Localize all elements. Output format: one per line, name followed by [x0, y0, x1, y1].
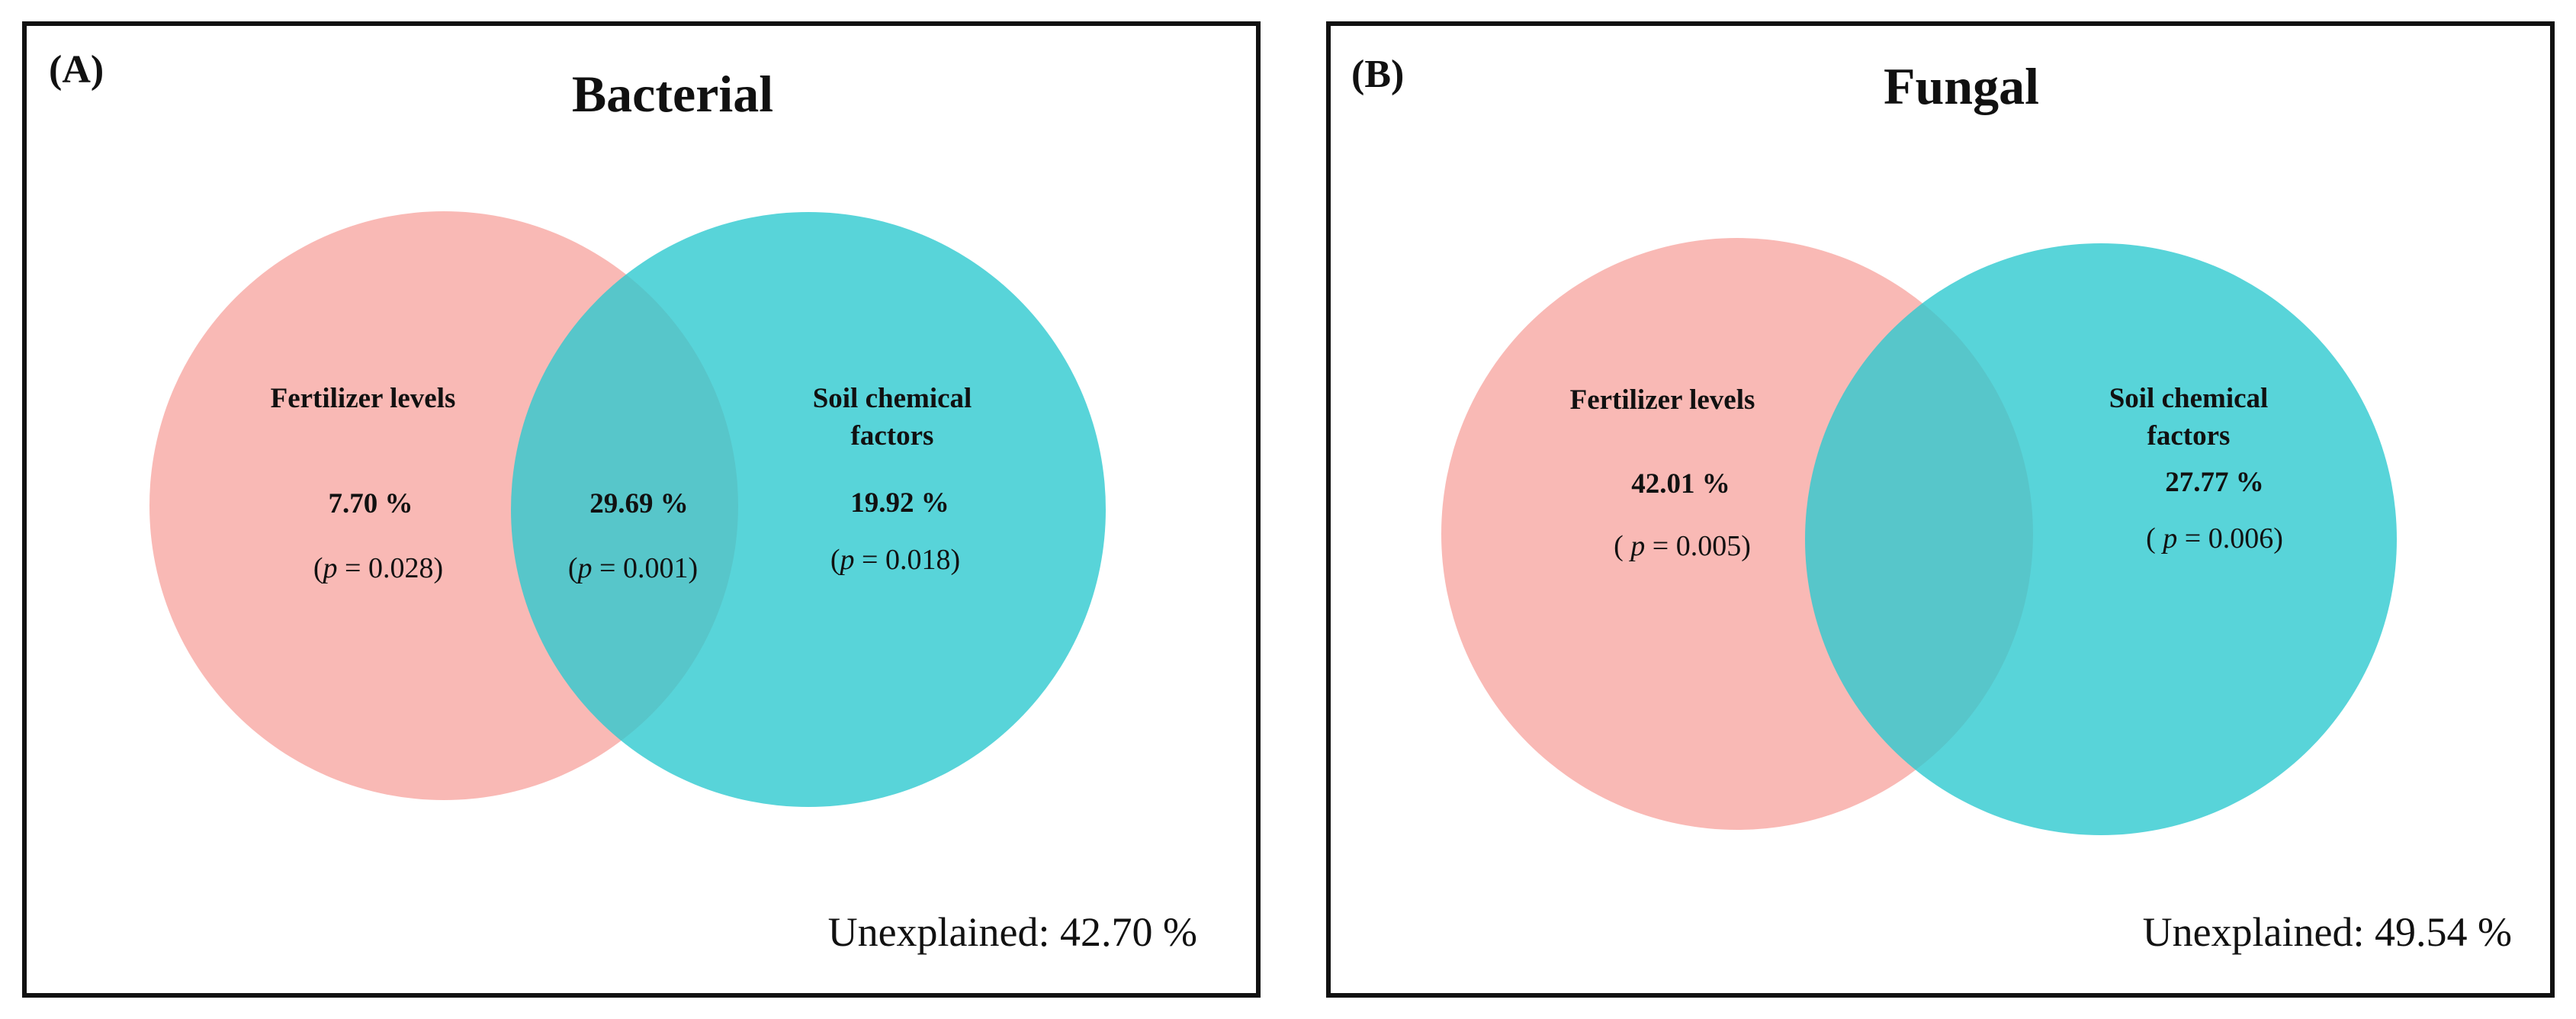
panel-b-soil-label-line1: Soil chemical	[2109, 383, 2269, 414]
panel-b-frame	[1326, 21, 2555, 998]
panel-b-label: (B)	[1351, 53, 1404, 96]
panel-a-soil-label-line2: factors	[851, 420, 934, 452]
panel-b-soil-pvalue: ( p = 0.006)	[2146, 522, 2283, 555]
panel-b-soil-label-line2: factors	[2147, 420, 2231, 452]
panel-a-fertilizer-pvalue: (p = 0.028)	[313, 552, 443, 584]
panel-a-soil-label-line1: Soil chemical	[813, 383, 972, 414]
panel-a-soil-pvalue: (p = 0.018)	[830, 544, 960, 576]
panel-a-overlap-pvalue: (p = 0.001)	[568, 552, 698, 584]
panel-b: (B) Fungal Fertilizer levels 42.01 % ( p…	[1326, 21, 2555, 998]
panel-b-unexplained: Unexplained: 49.54 %	[2143, 909, 2512, 955]
panel-b-soil-percent: 27.77 %	[2165, 467, 2264, 498]
panel-a-soil-circle	[511, 212, 1106, 807]
panel-a-overlap-percent: 29.69 %	[589, 488, 689, 519]
panel-a-label: (A)	[49, 48, 104, 92]
panel-b-fertilizer-label: Fertilizer levels	[1570, 384, 1755, 416]
panel-a-soil-percent: 19.92 %	[850, 487, 949, 519]
panel-a-unexplained: Unexplained: 42.70 %	[828, 909, 1197, 955]
panel-a-fertilizer-percent: 7.70 %	[329, 488, 413, 519]
panel-a-title: Bacterial	[572, 65, 773, 123]
panel-b-title: Fungal	[1884, 57, 2039, 115]
panel-a-frame	[22, 21, 1261, 998]
panel-b-fertilizer-percent: 42.01 %	[1631, 468, 1730, 500]
panel-b-soil-circle	[1805, 243, 2397, 835]
panel-a: (A) Bacterial Fertilizer levels 7.70 % (…	[22, 21, 1261, 998]
panel-b-fertilizer-pvalue: ( p = 0.005)	[1614, 530, 1751, 562]
panel-a-fertilizer-label: Fertilizer levels	[271, 383, 456, 414]
